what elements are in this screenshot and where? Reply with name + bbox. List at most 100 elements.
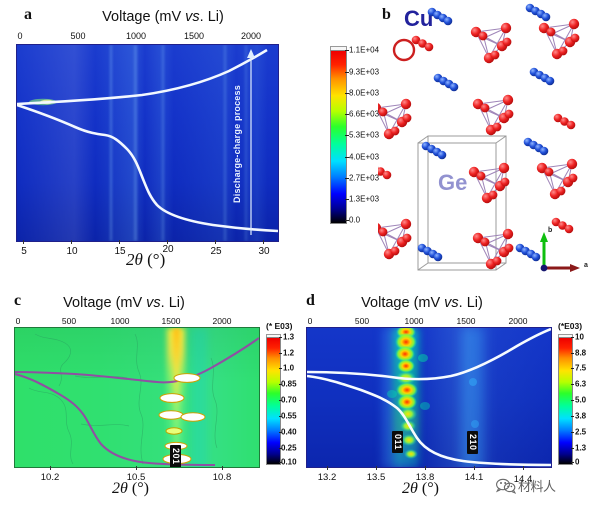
panel-c-letter: c (14, 292, 22, 309)
panel-a-cbtick-0 (345, 50, 349, 51)
panel-a-streak-1 (110, 45, 112, 241)
panel-d-colorbar (558, 337, 573, 465)
panel-c-cool-band (191, 328, 207, 467)
panel-a-colorbar (330, 50, 347, 224)
panel-c-colorbar-label-2: 1.0 (283, 363, 295, 373)
panel-c-cbtick-8 (279, 462, 282, 463)
panel-c-top-tick-2: 1000 (110, 316, 130, 326)
panel-a-xtick-3 (167, 240, 168, 244)
panel-d-colorbar-label-7: 1.3 (575, 443, 587, 453)
panel-a-xlabel-2: 15 (114, 246, 126, 257)
panel-a-colorbar-label-1: 9.3E+03 (349, 67, 380, 77)
panel-c-colorbar-units: (* E03) (266, 321, 293, 331)
panel-c-xtick-0 (50, 466, 51, 470)
panel-a-top-tick-1: 500 (70, 31, 86, 41)
panel-d-top-axis-title-text: Voltage (mV vs. Li) (361, 295, 483, 311)
panel-c-xtick-2 (222, 466, 223, 470)
panel-a-xlabel-3: 20 (162, 244, 174, 255)
panel-c-xlabel-0: 10.2 (40, 472, 60, 483)
panel-a-streak-5 (245, 45, 247, 241)
panel-c-cbtick-3 (279, 384, 282, 385)
panel-a-streak-4 (224, 45, 226, 241)
panel-d-xlabel-3: 14.1 (464, 472, 484, 483)
panel-d-colorbar-label-4: 5.0 (575, 395, 587, 405)
panel-c-colorbar-label-1: 1.2 (283, 348, 295, 358)
panel-d-cbtick-5 (571, 416, 574, 417)
panel-d-xlabel-2: 13.8 (415, 472, 435, 483)
panel-a-cbtick-5 (345, 157, 349, 158)
panel-d-cbtick-6 (571, 432, 574, 433)
panel-d-x-axis-title: 2θ (°) (402, 480, 439, 497)
panel-d-cbtick-3 (571, 384, 574, 385)
panel-a-cbtick-4 (345, 135, 349, 136)
panel-d-xtick-4 (523, 466, 524, 470)
panel-c-xlabel-1: 10.5 (126, 472, 146, 483)
panel-d-xlabel-0: 13.2 (317, 472, 337, 483)
panel-a-cbtick-7 (345, 199, 349, 200)
panel-c-colorbar-label-5: 0.55 (281, 411, 297, 421)
panel-b-axis-label-a: a (584, 262, 588, 269)
panel-b-unit-cell (417, 135, 507, 271)
panel-c-colorbar-label-6: 0.40 (281, 427, 297, 437)
panel-d-colorbar-label-6: 2.5 (575, 427, 587, 437)
panel-d-colorbar-units: (*E03) (558, 321, 583, 331)
panel-d-top-tick-2: 1000 (404, 316, 424, 326)
panel-c-top-tick-4: 2000 (212, 316, 232, 326)
panel-d-colorbar-label-3: 6.3 (575, 379, 587, 389)
panel-a-xlabel-0: 5 (21, 246, 27, 257)
panel-b-label-ge: Ge (438, 170, 468, 195)
panel-c-hkl-201: 201 (170, 445, 181, 467)
panel-d-top-axis-title: Voltage (mV vs. Li) (322, 295, 522, 311)
panel-b-oxygen-ring (392, 38, 416, 62)
panel-a-colorbar-label-0: 1.1E+04 (349, 45, 380, 55)
panel-d-cbtick-0 (571, 337, 574, 338)
panel-c-top-axis-title-text: Voltage (mV vs. Li) (63, 295, 185, 311)
panel-d: d Voltage (mV vs. Li) 0 500 1000 1500 20… (300, 290, 600, 521)
wechat-icon (496, 478, 516, 494)
panel-c-top-axis-title: Voltage (mV vs. Li) (24, 295, 224, 311)
panel-a-colorbar-label-3: 6.6E+03 (349, 109, 380, 119)
panel-d-overlay (307, 328, 551, 467)
panel-c-x-axis-title-text: 2θ (112, 480, 128, 497)
panel-c-colorbar-label-8: 0.10 (281, 457, 297, 467)
panel-d-xtick-0 (327, 466, 328, 470)
panel-a-xlabel-4: 25 (210, 246, 222, 257)
panel-c-plot-area: 201 (14, 327, 260, 468)
watermark-text: 材料人 (518, 479, 556, 494)
panel-a-xlabel-1: 10 (66, 246, 78, 257)
panel-c-cbtick-4 (279, 400, 282, 401)
panel-a-top-tick-3: 1500 (183, 31, 205, 41)
panel-b-crystal-structure (378, 1, 581, 272)
panel-d-colorbar-label-5: 3.8 (575, 411, 587, 421)
panel-a-xtick-2 (119, 240, 120, 244)
panel-b-axis-label-b: b (548, 227, 553, 234)
panel-d-xtick-2 (425, 466, 426, 470)
panel-c-colorbar-label-7: 0.25 (281, 443, 297, 453)
panel-a-process-annotation: Discharge-charge process (232, 85, 242, 203)
panel-c: c Voltage (mV vs. Li) 0 500 1000 1500 20… (0, 290, 300, 521)
panel-d-plot-area: 011 210 (306, 327, 552, 468)
panel-a-xtick-4 (215, 240, 216, 244)
panel-a-x-axis-title: 2θ (°) (126, 250, 166, 269)
panel-d-colorbar-label-8: 0 (575, 457, 580, 467)
panel-a-streak-2 (134, 45, 137, 241)
panel-b-letter: b (382, 6, 391, 23)
panel-a-voltage-curves (17, 48, 278, 235)
panel-c-xtick-1 (136, 466, 137, 470)
panel-b-axis-indicator (540, 232, 580, 272)
panel-d-colorbar-label-1: 8.8 (575, 348, 587, 358)
panel-d-top-tick-1: 500 (354, 316, 370, 326)
panel-a-colorbar-label-2: 8.0E+03 (349, 88, 380, 98)
panel-c-colorbar-label-0: 1.3 (283, 332, 295, 342)
panel-d-colorbar-label-2: 7.5 (575, 363, 587, 373)
panel-d-letter: d (306, 292, 315, 309)
panel-d-xtick-3 (474, 466, 475, 470)
panel-a-cbtick-6 (345, 178, 349, 179)
panel-a-cbtick-8 (345, 220, 349, 221)
panel-d-top-tick-0: 0 (307, 316, 313, 326)
panel-c-x-axis-title: 2θ (°) (112, 480, 149, 497)
panel-a-cbtick-2 (345, 93, 349, 94)
panel-a-xlabel-5: 30 (258, 246, 270, 257)
panel-a-top-tick-4: 2000 (240, 31, 262, 41)
panel-d-cbtick-1 (571, 353, 574, 354)
